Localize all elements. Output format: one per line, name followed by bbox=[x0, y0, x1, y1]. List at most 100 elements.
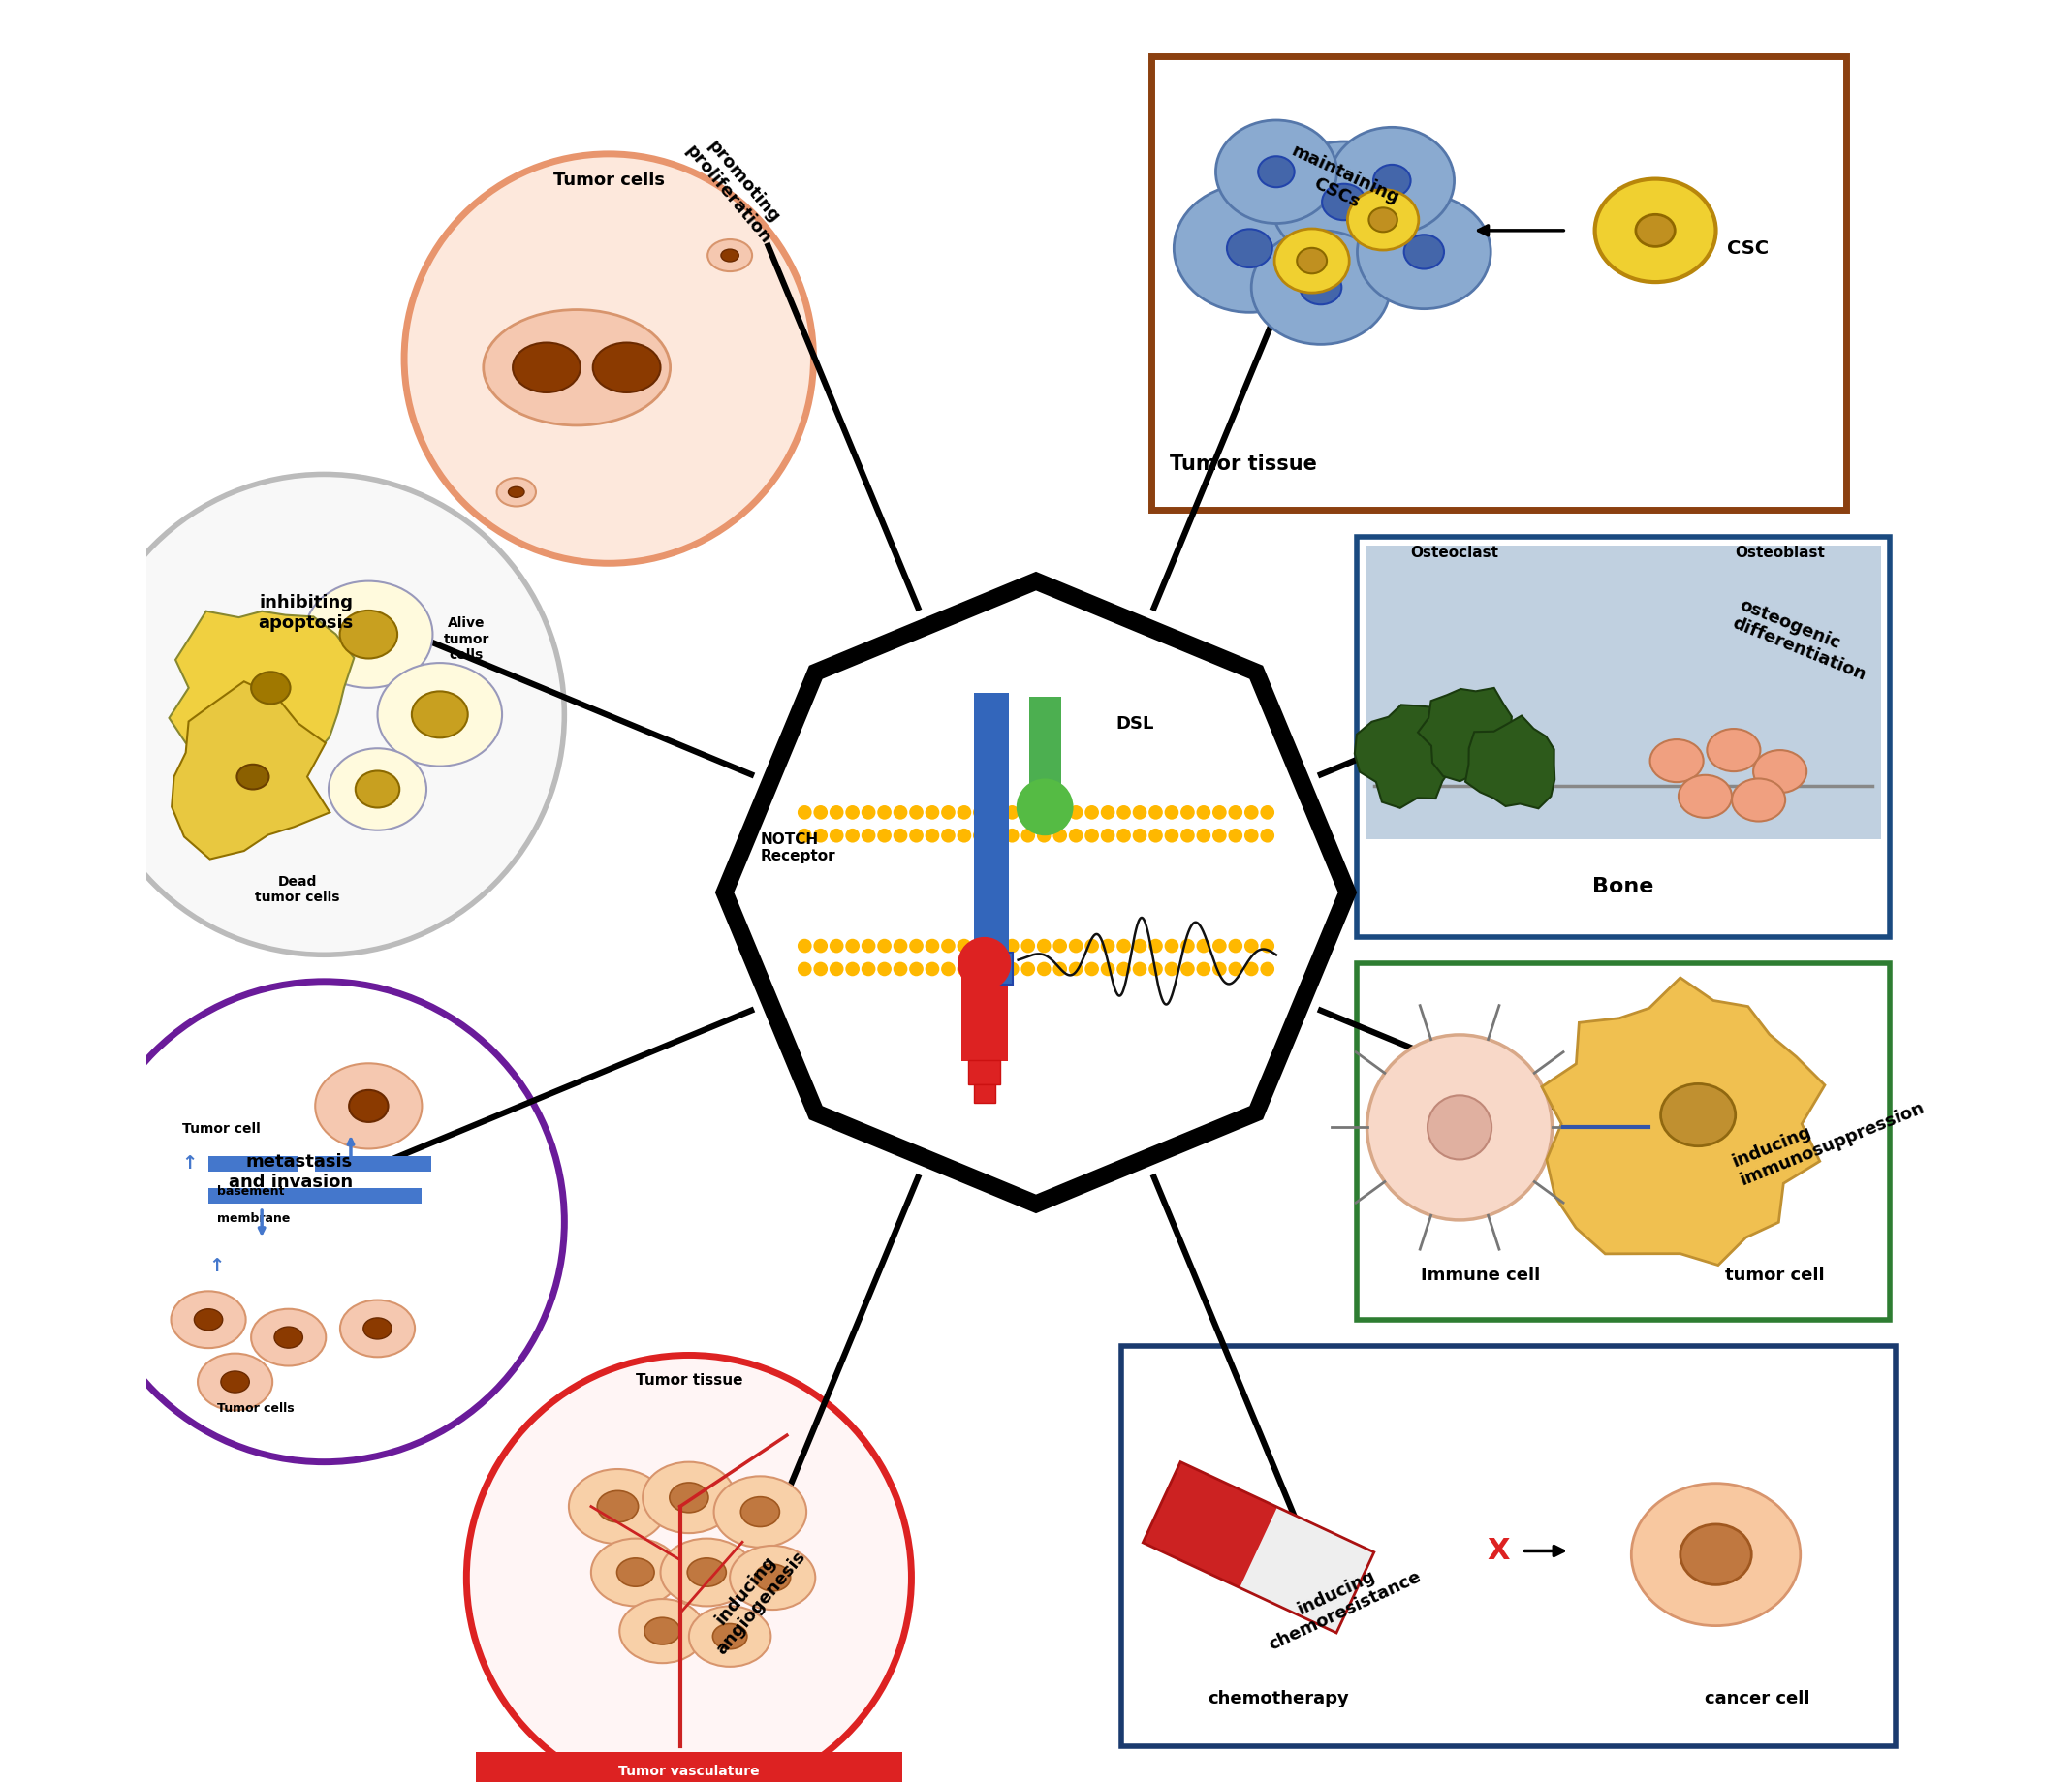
Polygon shape bbox=[170, 610, 354, 766]
Circle shape bbox=[1036, 828, 1051, 843]
Circle shape bbox=[845, 805, 860, 819]
Circle shape bbox=[1100, 828, 1115, 843]
Circle shape bbox=[1069, 939, 1084, 953]
Circle shape bbox=[1017, 778, 1073, 835]
Ellipse shape bbox=[754, 1564, 792, 1590]
Ellipse shape bbox=[1374, 164, 1411, 196]
Ellipse shape bbox=[1297, 248, 1326, 273]
Circle shape bbox=[1117, 939, 1131, 953]
Ellipse shape bbox=[644, 1617, 680, 1644]
Circle shape bbox=[1181, 939, 1196, 953]
Ellipse shape bbox=[1270, 141, 1417, 262]
Circle shape bbox=[1164, 962, 1179, 976]
Circle shape bbox=[1117, 828, 1131, 843]
Ellipse shape bbox=[1227, 228, 1272, 268]
Circle shape bbox=[83, 475, 564, 955]
Circle shape bbox=[974, 939, 986, 953]
Circle shape bbox=[1212, 805, 1227, 819]
Circle shape bbox=[1229, 962, 1243, 976]
Circle shape bbox=[1148, 805, 1162, 819]
Circle shape bbox=[1086, 962, 1098, 976]
Ellipse shape bbox=[1370, 207, 1397, 232]
Circle shape bbox=[893, 962, 908, 976]
Circle shape bbox=[1036, 962, 1051, 976]
Circle shape bbox=[1005, 939, 1019, 953]
Ellipse shape bbox=[340, 1299, 414, 1357]
Circle shape bbox=[1260, 828, 1274, 843]
Ellipse shape bbox=[1357, 195, 1490, 309]
Polygon shape bbox=[1417, 687, 1519, 782]
Ellipse shape bbox=[508, 487, 524, 498]
Bar bbox=[1357, 964, 1890, 1319]
Ellipse shape bbox=[172, 1291, 247, 1348]
Ellipse shape bbox=[377, 662, 501, 766]
Ellipse shape bbox=[713, 1624, 748, 1649]
Text: ↑: ↑ bbox=[209, 1257, 224, 1276]
Circle shape bbox=[1069, 828, 1084, 843]
Circle shape bbox=[814, 939, 827, 953]
Circle shape bbox=[893, 805, 908, 819]
Bar bbox=[1365, 546, 1881, 839]
Circle shape bbox=[1086, 805, 1098, 819]
Bar bbox=[209, 1157, 298, 1173]
Ellipse shape bbox=[1680, 1524, 1751, 1585]
Circle shape bbox=[926, 828, 939, 843]
Text: CSC: CSC bbox=[1726, 239, 1767, 257]
Circle shape bbox=[1212, 939, 1227, 953]
Ellipse shape bbox=[251, 1308, 325, 1366]
Ellipse shape bbox=[1753, 750, 1807, 793]
Ellipse shape bbox=[305, 582, 433, 687]
Bar bbox=[1144, 1462, 1374, 1633]
Ellipse shape bbox=[570, 1469, 667, 1544]
Circle shape bbox=[1133, 962, 1146, 976]
Ellipse shape bbox=[740, 1498, 779, 1526]
Ellipse shape bbox=[1678, 775, 1732, 818]
Circle shape bbox=[910, 805, 924, 819]
Circle shape bbox=[1181, 828, 1196, 843]
Ellipse shape bbox=[1732, 778, 1786, 821]
Circle shape bbox=[1133, 805, 1146, 819]
Circle shape bbox=[926, 805, 939, 819]
Text: Tumor vasculature: Tumor vasculature bbox=[617, 1765, 760, 1778]
Ellipse shape bbox=[642, 1462, 736, 1533]
Ellipse shape bbox=[1175, 184, 1326, 312]
Circle shape bbox=[1181, 962, 1196, 976]
Bar bbox=[974, 693, 1009, 809]
Ellipse shape bbox=[721, 250, 740, 262]
Ellipse shape bbox=[661, 1539, 752, 1607]
Text: ↑: ↑ bbox=[182, 1153, 197, 1173]
Circle shape bbox=[798, 939, 812, 953]
Ellipse shape bbox=[197, 1353, 274, 1410]
Circle shape bbox=[814, 828, 827, 843]
Ellipse shape bbox=[1405, 236, 1444, 270]
Circle shape bbox=[829, 828, 843, 843]
Circle shape bbox=[1181, 805, 1196, 819]
Polygon shape bbox=[172, 682, 329, 859]
Ellipse shape bbox=[669, 1483, 709, 1512]
Text: Tumor cell: Tumor cell bbox=[182, 1123, 259, 1135]
Text: membrane: membrane bbox=[218, 1212, 290, 1225]
Circle shape bbox=[1100, 939, 1115, 953]
Circle shape bbox=[1005, 828, 1019, 843]
Bar bbox=[974, 809, 1009, 973]
Circle shape bbox=[1164, 805, 1179, 819]
Circle shape bbox=[988, 939, 1003, 953]
Circle shape bbox=[1021, 805, 1036, 819]
Circle shape bbox=[988, 828, 1003, 843]
Circle shape bbox=[845, 828, 860, 843]
Circle shape bbox=[1260, 805, 1274, 819]
Circle shape bbox=[1212, 828, 1227, 843]
Circle shape bbox=[957, 828, 972, 843]
Bar bbox=[974, 1085, 995, 1103]
Circle shape bbox=[83, 982, 564, 1462]
Circle shape bbox=[1196, 805, 1210, 819]
Circle shape bbox=[798, 805, 812, 819]
Circle shape bbox=[1100, 805, 1115, 819]
Circle shape bbox=[1428, 1096, 1492, 1160]
Circle shape bbox=[862, 939, 876, 953]
Text: inducing
chemoresistance: inducing chemoresistance bbox=[1258, 1549, 1423, 1653]
Circle shape bbox=[941, 805, 955, 819]
Circle shape bbox=[957, 805, 972, 819]
Circle shape bbox=[798, 962, 812, 976]
Circle shape bbox=[957, 962, 972, 976]
